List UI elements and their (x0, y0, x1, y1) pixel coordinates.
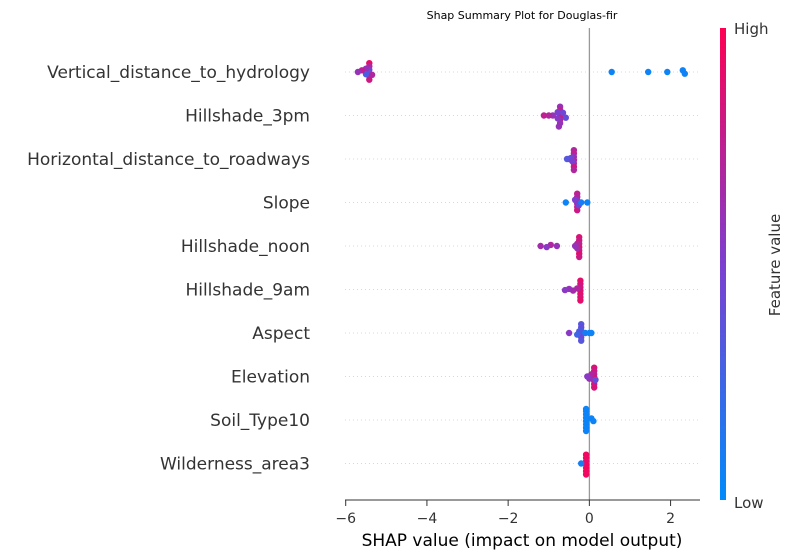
feature-label: Hillshade_3pm (185, 107, 310, 127)
feature-label: Wilderness_area3 (160, 455, 310, 475)
shap-point (362, 71, 370, 78)
colorbar (720, 28, 726, 500)
shap-point (553, 242, 561, 250)
shap-point (555, 123, 563, 130)
x-tick-label: 2 (666, 511, 675, 527)
x-tick-label: 0 (585, 511, 594, 527)
shap-point (582, 427, 590, 435)
shap-point (576, 253, 583, 261)
shap-point (681, 70, 688, 77)
shap-point (582, 471, 590, 478)
shap-point (574, 331, 581, 338)
shap-point (559, 109, 567, 117)
shap-point (571, 196, 579, 203)
shap-point (537, 242, 544, 250)
shap-point (545, 112, 552, 119)
shap-point (354, 68, 362, 76)
shap-point (645, 68, 652, 76)
shap-point (591, 384, 598, 391)
shap-point (574, 207, 581, 214)
shap-point (582, 405, 590, 413)
feature-label: Slope (263, 194, 310, 214)
shap-point (664, 68, 671, 76)
shap-point (577, 297, 584, 304)
x-tick-label: −6 (335, 511, 356, 527)
colorbar-low-label: Low (734, 494, 764, 512)
feature-label: Hillshade_noon (181, 237, 310, 257)
shap-point (590, 417, 597, 425)
shap-point (578, 337, 585, 344)
shap-point (608, 68, 615, 76)
shap-point (565, 329, 573, 337)
shap-point (563, 155, 571, 163)
feature-label: Horizontal_distance_to_roadways (27, 150, 310, 170)
feature-label: Aspect (252, 324, 310, 344)
feature-label: Elevation (231, 368, 310, 388)
feature-label: Soil_Type10 (210, 411, 310, 431)
colorbar-high-label: High (734, 20, 768, 38)
shap-point (562, 114, 569, 121)
shap-point (554, 109, 561, 116)
x-tick-label: −2 (498, 511, 519, 527)
shap-point (540, 112, 548, 119)
shap-point (578, 199, 585, 206)
shap-point (554, 115, 561, 122)
shap-point (588, 329, 595, 337)
shap-point (571, 242, 579, 250)
shap-point (570, 166, 578, 174)
shap-point (584, 199, 591, 206)
shap-point (366, 76, 373, 83)
shap-point (584, 373, 591, 380)
x-tick-label: −4 (417, 511, 438, 527)
feature-label: Hillshade_9am (185, 281, 310, 301)
shap-point (562, 199, 569, 206)
chart-title: Shap Summary Plot for Douglas-fir (427, 9, 618, 22)
feature-label: Vertical_distance_to_hydrology (47, 63, 310, 83)
colorbar-title: Feature value (766, 214, 784, 316)
shap-point (543, 243, 550, 251)
shap-point (561, 286, 569, 294)
shap-point (592, 376, 599, 383)
shap-point (368, 71, 376, 79)
shap-point (578, 460, 585, 467)
shap-point (569, 158, 576, 165)
x-axis-label: SHAP value (impact on model output) (362, 531, 683, 551)
